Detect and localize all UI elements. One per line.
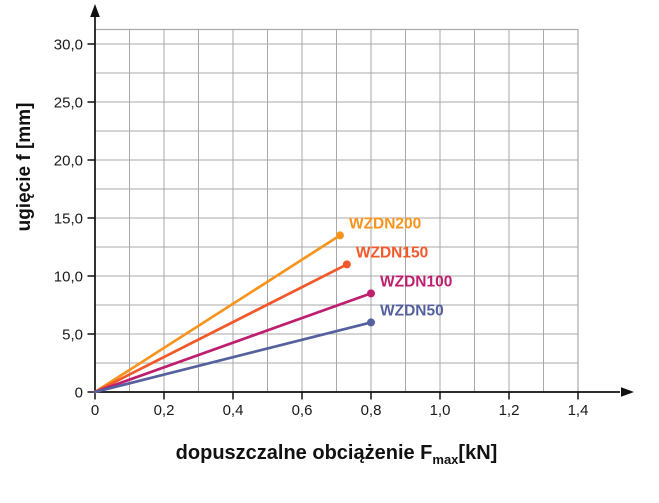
- x-tick-label: 0: [91, 402, 99, 419]
- series-label-WZDN100: WZDN100: [380, 273, 452, 290]
- x-tick-label: 1,0: [430, 402, 451, 419]
- y-tick-label: 0: [75, 384, 83, 401]
- series-line-WZDN100: [93, 292, 373, 394]
- y-tick-label: 20,0: [54, 152, 83, 169]
- series-line-WZDN200: [93, 234, 342, 394]
- x-axis-label: dopuszczalne obciążenie Fmax[kN]: [95, 442, 578, 467]
- y-tick-label: 10,0: [54, 268, 83, 285]
- x-tick-label: 1,4: [568, 402, 589, 419]
- y-tick-label: 5,0: [62, 326, 83, 343]
- y-axis-arrowhead: [90, 4, 100, 17]
- series-endpoint-WZDN50: [367, 318, 375, 327]
- series-endpoint-WZDN150: [342, 260, 351, 269]
- x-axis-label-unit: [kN]: [458, 442, 498, 464]
- y-tick-label: 15,0: [54, 210, 83, 227]
- x-tick-label: 0,2: [154, 402, 175, 419]
- x-tick-label: 0,4: [223, 402, 244, 419]
- y-axis-label: ugięcie f [mm]: [14, 102, 35, 232]
- x-tick-label: 0,8: [361, 402, 382, 419]
- x-axis-label-main: dopuszczalne obciążenie F: [175, 442, 433, 464]
- x-axis-label-subscript: max: [432, 452, 459, 467]
- y-tick-label: 30,0: [54, 36, 83, 53]
- x-tick-label: 1,2: [499, 402, 520, 419]
- series-label-WZDN50: WZDN50: [380, 302, 444, 319]
- series-label-WZDN200: WZDN200: [349, 215, 421, 232]
- series-line-WZDN150: [93, 263, 349, 394]
- series-label-WZDN150: WZDN150: [356, 244, 428, 261]
- x-tick-label: 0,6: [292, 402, 313, 419]
- series-endpoint-WZDN200: [335, 231, 344, 240]
- series-endpoint-WZDN100: [367, 289, 375, 298]
- series-line-WZDN50: [93, 321, 373, 394]
- y-tick-label: 25,0: [54, 94, 83, 111]
- x-axis-arrowhead: [621, 387, 634, 397]
